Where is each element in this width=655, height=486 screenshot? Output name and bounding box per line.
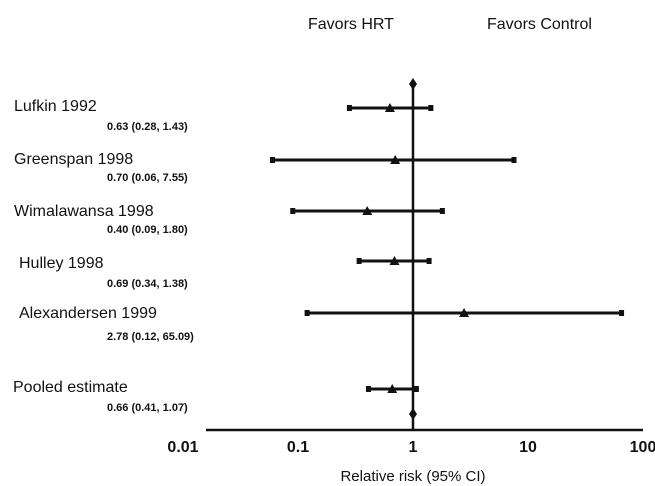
x-tick-label: 100 [630, 439, 655, 456]
point-estimate-marker [390, 155, 401, 164]
ci-lower-cap [269, 157, 275, 163]
ci-lower-cap [290, 208, 296, 214]
study-estimate-label: 0.70 (0.06, 7.55) [107, 172, 188, 184]
point-estimate-marker [389, 256, 400, 265]
study-estimate-label: 0.66 (0.41, 1.07) [107, 402, 188, 414]
x-tick-label: 0.01 [167, 439, 198, 456]
study-estimate-label: 0.40 (0.09, 1.80) [107, 224, 188, 236]
reference-line-top-cap [409, 78, 417, 90]
study-name: Lufkin 1992 [14, 98, 97, 115]
study-row: Pooled estimate 0.66 (0.41, 1.07) [13, 379, 419, 414]
ci-upper-cap [428, 105, 434, 111]
x-axis-ticks: 0.01 0.1 1 10 100 [167, 439, 655, 456]
study-estimate-label: 2.78 (0.12, 65.09) [107, 331, 194, 343]
study-row: Wimalawansa 1998 0.40 (0.09, 1.80) [14, 203, 445, 236]
ci-lower-cap [346, 105, 352, 111]
ci-upper-cap [619, 310, 625, 316]
reference-line-bottom-cap [409, 408, 417, 420]
header-favors-hrt: Favors HRT [308, 16, 394, 33]
study-name: Wimalawansa 1998 [14, 203, 154, 220]
ci-upper-cap [413, 386, 419, 392]
x-tick-label: 1 [409, 439, 418, 456]
study-name: Greenspan 1998 [14, 151, 133, 168]
x-tick-label: 0.1 [287, 439, 309, 456]
study-row: Lufkin 1992 0.63 (0.28, 1.43) [14, 98, 434, 133]
ci-lower-cap [365, 386, 371, 392]
study-name: Pooled estimate [13, 379, 128, 396]
x-axis-label: Relative risk (95% CI) [340, 468, 485, 485]
ci-upper-cap [426, 258, 432, 264]
ci-lower-cap [304, 310, 310, 316]
ci-upper-cap [511, 157, 517, 163]
study-rows: Lufkin 1992 0.63 (0.28, 1.43) Greenspan 19… [13, 98, 625, 414]
study-row: Alexandersen 1999 2.78 (0.12, 65.09) [19, 305, 625, 343]
study-estimate-label: 0.63 (0.28, 1.43) [107, 121, 188, 133]
point-estimate-marker [384, 103, 395, 112]
study-name: Hulley 1998 [19, 255, 104, 272]
point-estimate-marker [387, 384, 398, 393]
ci-upper-cap [439, 208, 445, 214]
point-estimate-marker [362, 206, 373, 215]
x-tick-label: 10 [519, 439, 537, 456]
study-estimate-label: 0.69 (0.34, 1.38) [107, 278, 188, 290]
point-estimate-marker [459, 308, 470, 317]
ci-lower-cap [356, 258, 362, 264]
study-name: Alexandersen 1999 [19, 305, 157, 322]
study-row: Greenspan 1998 0.70 (0.06, 7.55) [14, 151, 517, 184]
header-favors-control: Favors Control [487, 16, 592, 33]
